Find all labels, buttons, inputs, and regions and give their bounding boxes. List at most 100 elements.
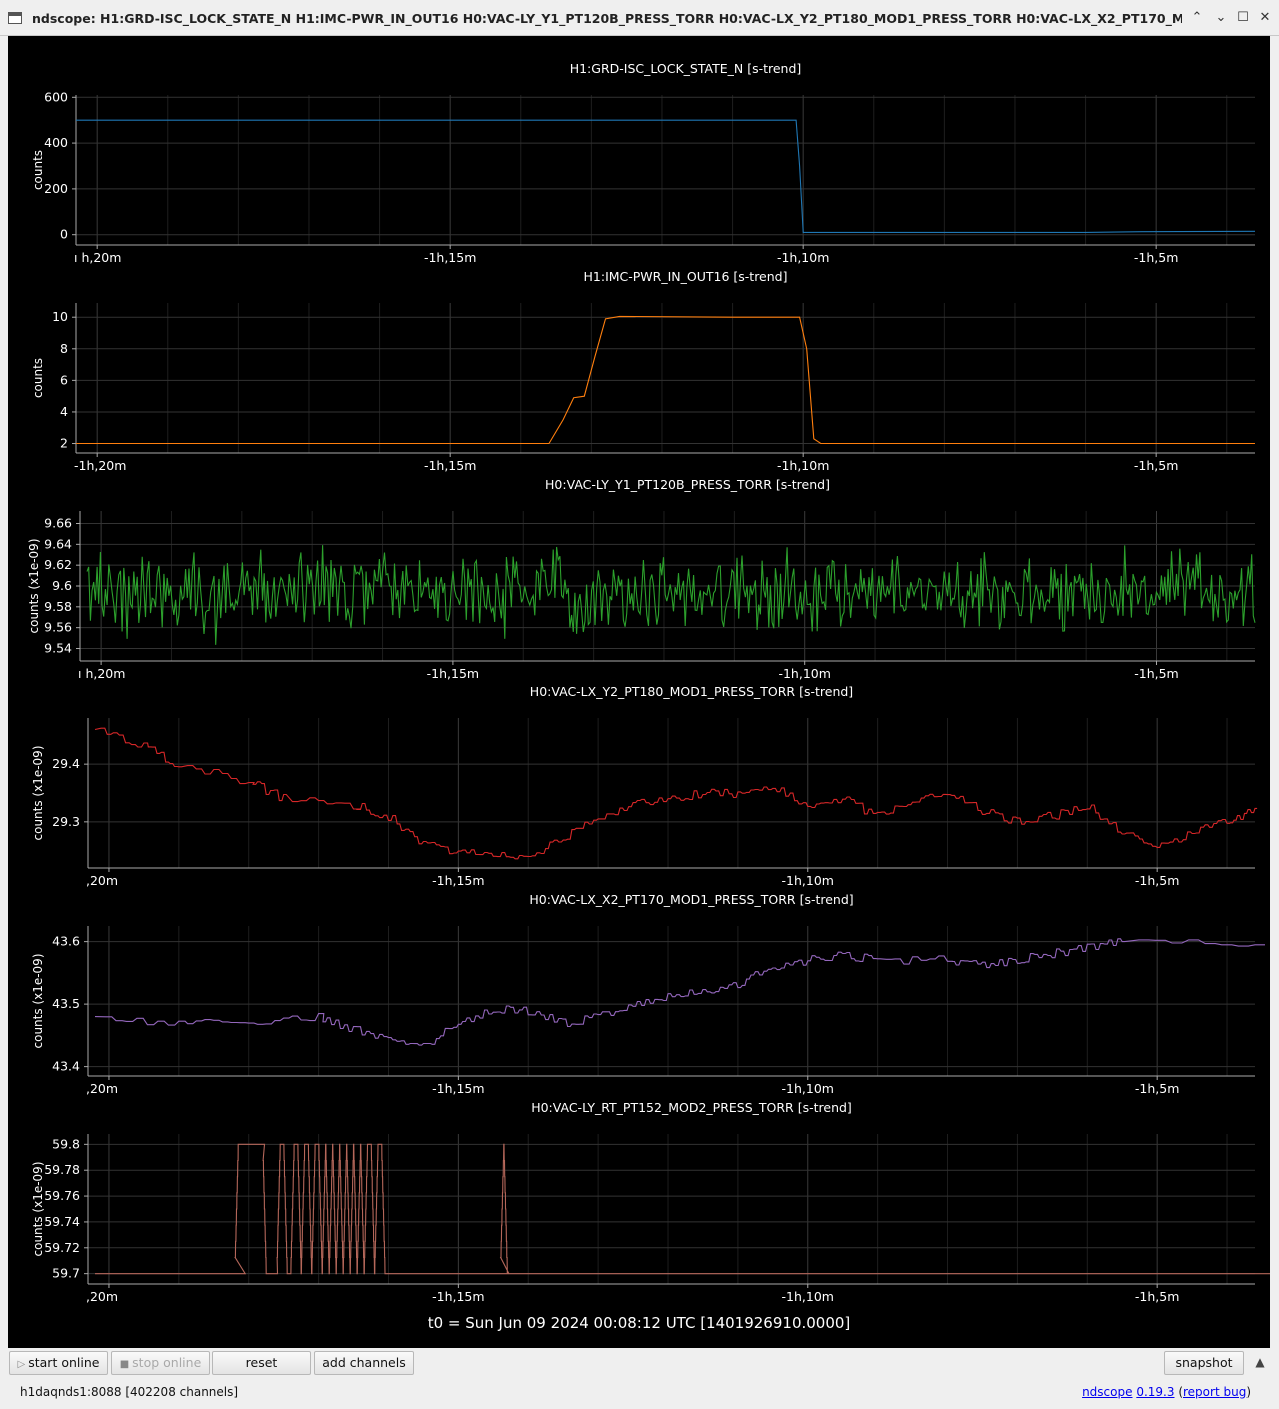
x-tick-label: -1h,15m — [424, 458, 476, 473]
x-tick-label: ı h,20m — [78, 666, 125, 681]
y-tick-label: 9.58 — [44, 599, 72, 614]
y-tick-label: 29.4 — [52, 756, 80, 771]
y-axis-label: counts (x1e-09) — [27, 538, 41, 633]
x-tick-label: -1h,20m — [74, 458, 126, 473]
start-online-button[interactable]: ▷ start online — [9, 1351, 108, 1375]
snapshot-button[interactable]: snapshot — [1164, 1351, 1244, 1375]
x-tick-label: -1h,10m — [782, 873, 834, 888]
plot-panel-5: H0:VAC-LX_X2_PT170_MOD1_PRESS_TORR [s-tr… — [31, 892, 1265, 1096]
reset-button[interactable]: reset — [212, 1351, 311, 1375]
y-tick-label: 43.4 — [52, 1059, 80, 1074]
play-icon: ▷ — [17, 1359, 26, 1370]
maximize-button[interactable]: ☐ — [1237, 10, 1249, 25]
x-tick-label: -1h,5m — [1135, 1081, 1180, 1096]
y-tick-label: 9.64 — [44, 536, 72, 551]
plot-panel-3: H0:VAC-LY_Y1_PT120B_PRESS_TORR [s-trend]… — [27, 477, 1256, 681]
x-tick-label: ı h,20m — [74, 250, 121, 265]
y-axis-label: counts (x1e-09) — [31, 1161, 45, 1256]
minimize-button[interactable]: ⌃ — [1191, 10, 1203, 25]
x-tick-label: -1h,15m — [424, 250, 476, 265]
x-tick-label: -1h,10m — [782, 1081, 834, 1096]
x-tick-label: -1h,10m — [777, 250, 829, 265]
window-title: ndscope: H1:GRD-ISC_LOCK_STATE_N H1:IMC-… — [32, 11, 1182, 26]
x-tick-label: -1h,15m — [432, 1289, 484, 1304]
y-tick-label: 6 — [60, 372, 68, 387]
y-tick-label: 9.62 — [44, 557, 72, 572]
x-tick-label: ,20m — [86, 1081, 118, 1096]
plots-canvas[interactable]: H1:GRD-ISC_LOCK_STATE_N [s-trend] 600 400 2… — [8, 36, 1270, 1311]
y-tick-label: 9.6 — [52, 578, 72, 593]
stop-icon: ■ — [119, 1359, 130, 1370]
y-tick-label: 9.54 — [44, 641, 72, 656]
plot-panel-2: H1:IMC-PWR_IN_OUT16 [s-trend] 10 8 6 4 2 count… — [31, 269, 1255, 473]
add-channels-button[interactable]: add channels — [314, 1351, 414, 1375]
about-links: ndscope 0.19.3 (report bug) — [1082, 1385, 1251, 1399]
y-axis-label: counts — [31, 358, 45, 398]
y-tick-label: 9.66 — [44, 516, 72, 531]
report-bug-link[interactable]: report bug — [1183, 1385, 1247, 1399]
y-axis-label: counts (x1e-09) — [31, 745, 45, 840]
x-tick-label: -1h,5m — [1134, 250, 1179, 265]
series-line — [76, 119, 1256, 233]
y-tick-label: 59.76 — [44, 1188, 80, 1203]
y-axis-label: counts (x1e-09) — [31, 953, 45, 1048]
start-online-label: start online — [28, 1355, 100, 1370]
series-line — [94, 727, 1258, 860]
x-tick-label: -1h,15m — [427, 666, 479, 681]
title-bar: ndscope: H1:GRD-ISC_LOCK_STATE_N H1:IMC-… — [0, 0, 1279, 36]
y-tick-label: 29.3 — [52, 814, 80, 829]
plot-area[interactable]: H1:GRD-ISC_LOCK_STATE_N [s-trend] 600 400 2… — [8, 36, 1270, 1348]
y-tick-label: 200 — [44, 181, 68, 196]
x-tick-label: -1h,5m — [1135, 873, 1180, 888]
x-tick-label: -1h,10m — [778, 666, 830, 681]
shade-button[interactable]: ⌄ — [1215, 10, 1227, 25]
y-tick-label: 59.8 — [52, 1136, 80, 1151]
plot-title: H0:VAC-LY_RT_PT152_MOD2_PRESS_TORR [s-tr… — [531, 1100, 852, 1115]
server-status: h1daqnds1:8088 [402208 channels] — [20, 1385, 239, 1399]
stop-online-label: stop online — [132, 1355, 202, 1370]
y-tick-label: 10 — [52, 309, 68, 324]
x-tick-label: -1h,5m — [1135, 1289, 1180, 1304]
series-line — [94, 938, 1265, 1046]
x-tick-label: -1h,10m — [777, 458, 829, 473]
y-tick-label: 0 — [60, 227, 68, 242]
plot-title: H0:VAC-LY_Y1_PT120B_PRESS_TORR [s-trend] — [545, 477, 830, 492]
x-tick-label: -1h,5m — [1134, 458, 1179, 473]
y-tick-label: 400 — [44, 135, 68, 150]
stop-online-button: ■ stop online — [111, 1351, 210, 1375]
y-tick-label: 43.5 — [52, 996, 80, 1011]
y-tick-label: 43.6 — [52, 934, 80, 949]
y-tick-label: 9.56 — [44, 620, 72, 635]
x-tick-label: ,20m — [86, 1289, 118, 1304]
plot-title: H0:VAC-LX_X2_PT170_MOD1_PRESS_TORR [s-tr… — [529, 892, 853, 907]
y-tick-label: 2 — [60, 436, 68, 451]
app-icon — [8, 12, 22, 24]
y-tick-label: 600 — [44, 89, 68, 104]
series-line — [76, 315, 1255, 445]
series-line — [86, 545, 1256, 645]
t0-label: t0 = Sun Jun 09 2024 00:08:12 UTC [14019… — [427, 1314, 851, 1332]
plot-panel-4: H0:VAC-LX_Y2_PT180_MOD1_PRESS_TORR [s-tr… — [31, 684, 1258, 888]
plot-title: H1:GRD-ISC_LOCK_STATE_N [s-trend] — [570, 61, 802, 76]
y-tick-label: 59.72 — [44, 1240, 80, 1255]
plot-panel-6: H0:VAC-LY_RT_PT152_MOD2_PRESS_TORR [s-tr… — [31, 1100, 1270, 1304]
y-tick-label: 59.7 — [52, 1266, 80, 1281]
plot-title: H1:IMC-PWR_IN_OUT16 [s-trend] — [584, 269, 788, 284]
y-tick-label: 4 — [60, 404, 68, 419]
series-line — [95, 1143, 1270, 1275]
y-tick-label: 59.74 — [44, 1214, 80, 1229]
x-tick-label: -1h,5m — [1134, 666, 1179, 681]
x-tick-label: -1h,15m — [432, 1081, 484, 1096]
collapse-arrow-icon[interactable]: ▲ — [1255, 1355, 1265, 1369]
close-button[interactable]: ✕ — [1259, 10, 1271, 25]
y-tick-label: 8 — [60, 341, 68, 356]
version-link[interactable]: 0.19.3 — [1136, 1385, 1175, 1399]
x-tick-label: -1h,10m — [782, 1289, 834, 1304]
x-tick-label: ,20m — [86, 873, 118, 888]
plot-title: H0:VAC-LX_Y2_PT180_MOD1_PRESS_TORR [s-tr… — [530, 684, 853, 699]
ndscope-link[interactable]: ndscope — [1082, 1385, 1133, 1399]
plot-panel-1: H1:GRD-ISC_LOCK_STATE_N [s-trend] 600 400 2… — [31, 61, 1256, 265]
y-axis-label: counts — [31, 150, 45, 190]
x-tick-label: -1h,15m — [432, 873, 484, 888]
y-tick-label: 59.78 — [44, 1162, 80, 1177]
